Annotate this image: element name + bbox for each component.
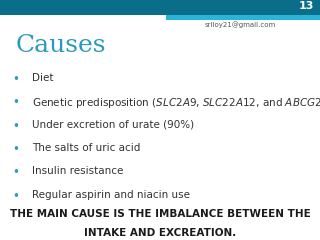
- Bar: [166, 15, 320, 20]
- Text: •: •: [12, 96, 20, 109]
- Bar: [0, 0, 320, 15]
- Text: Genetic predisposition ($\mathit{SLC2A9}$, $\mathit{SLC22A12}$, and $\mathit{ABC: Genetic predisposition ($\mathit{SLC2A9}…: [32, 96, 320, 110]
- Text: Regular aspirin and niacin use: Regular aspirin and niacin use: [32, 190, 190, 200]
- Text: Diet: Diet: [32, 73, 53, 83]
- Text: •: •: [12, 120, 20, 133]
- Text: •: •: [12, 143, 20, 156]
- Text: Insulin resistance: Insulin resistance: [32, 166, 124, 176]
- Text: •: •: [12, 166, 20, 179]
- Text: 13: 13: [298, 1, 314, 11]
- Text: Under excretion of urate (90%): Under excretion of urate (90%): [32, 120, 194, 130]
- Text: INTAKE AND EXCREATION.: INTAKE AND EXCREATION.: [84, 228, 236, 238]
- Text: THE MAIN CAUSE IS THE IMBALANCE BETWEEN THE: THE MAIN CAUSE IS THE IMBALANCE BETWEEN …: [10, 209, 310, 219]
- Text: •: •: [12, 190, 20, 203]
- Text: The salts of uric acid: The salts of uric acid: [32, 143, 140, 153]
- Text: •: •: [12, 73, 20, 86]
- Text: Causes: Causes: [16, 34, 107, 57]
- Text: sriloy21@gmail.com: sriloy21@gmail.com: [204, 21, 276, 28]
